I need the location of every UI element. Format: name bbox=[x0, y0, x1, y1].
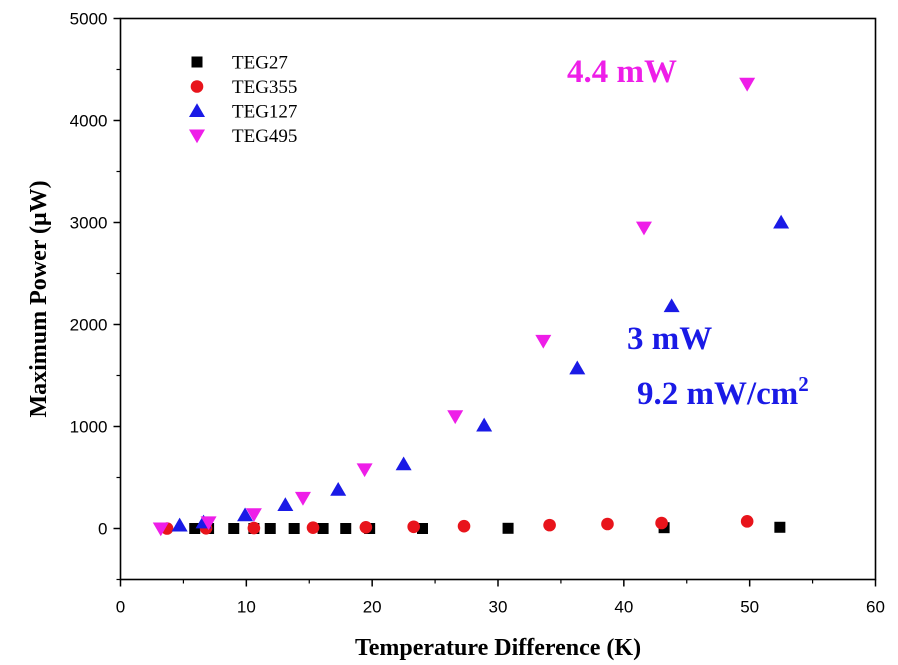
x-tick-label: 60 bbox=[866, 598, 885, 617]
legend-label-teg27: TEG27 bbox=[232, 53, 288, 74]
legend-label-teg127: TEG127 bbox=[232, 102, 297, 123]
data-point-teg127 bbox=[277, 497, 294, 512]
data-point-teg355 bbox=[601, 517, 614, 531]
data-point-teg27 bbox=[774, 521, 786, 533]
x-tick-label: 20 bbox=[363, 598, 382, 617]
data-point-teg127 bbox=[237, 507, 254, 522]
annotation-teg495-power: 4.4 mW bbox=[567, 54, 677, 90]
data-point-teg27 bbox=[264, 523, 276, 534]
y-tick-label: 0 bbox=[98, 520, 107, 539]
data-point-teg27 bbox=[417, 523, 428, 534]
data-point-teg127 bbox=[330, 481, 347, 496]
axis-ticks: 0 10 20 30 40 50 60 0 1000 2000 3000 4000 5000 bbox=[70, 10, 885, 617]
data-point-teg355 bbox=[740, 515, 754, 528]
y-axis-title: Maximum Power (μW) bbox=[26, 180, 52, 417]
data-point-teg355 bbox=[247, 521, 261, 535]
legend-label-teg355: TEG355 bbox=[232, 77, 297, 98]
data-point-teg355 bbox=[543, 518, 556, 532]
x-tick-label: 30 bbox=[489, 598, 508, 617]
x-tick-label: 0 bbox=[116, 598, 125, 617]
data-point-teg495 bbox=[356, 463, 373, 478]
data-point-teg127 bbox=[395, 456, 412, 471]
data-point-teg127 bbox=[663, 298, 680, 313]
legend-marker-teg495 bbox=[189, 129, 205, 144]
data-point-teg127 bbox=[773, 214, 790, 229]
data-point-teg355 bbox=[407, 520, 420, 534]
data-point-teg27 bbox=[502, 522, 514, 534]
data-point-teg355 bbox=[655, 516, 668, 530]
y-tick-label: 5000 bbox=[70, 10, 108, 29]
data-point-teg355 bbox=[457, 519, 471, 533]
data-point-teg127 bbox=[569, 360, 586, 375]
data-point-teg495 bbox=[739, 77, 756, 92]
data-point-teg27 bbox=[340, 523, 352, 534]
legend-marker-teg127 bbox=[189, 103, 205, 117]
legend-marker-teg355 bbox=[190, 80, 204, 93]
data-point-teg355 bbox=[359, 520, 373, 534]
annotation-teg127-power: 3 mW bbox=[627, 321, 712, 357]
data-points bbox=[152, 77, 790, 537]
y-tick-label: 2000 bbox=[70, 316, 108, 335]
data-point-teg495 bbox=[152, 522, 169, 537]
annotation-density-superscript: 2 bbox=[798, 372, 809, 396]
legend: TEG27 TEG355 TEG127 TEG495 bbox=[189, 53, 297, 147]
y-tick-label: 4000 bbox=[70, 112, 108, 131]
x-axis-title: Temperature Difference (K) bbox=[355, 635, 641, 661]
x-tick-label: 40 bbox=[614, 598, 633, 617]
x-tick-label: 10 bbox=[237, 598, 256, 617]
data-point-teg495 bbox=[200, 516, 217, 531]
data-point-teg127 bbox=[171, 517, 188, 532]
annotation-density-text: 9.2 mW/cm bbox=[637, 376, 798, 412]
data-point-teg127 bbox=[476, 417, 493, 432]
legend-label-teg495: TEG495 bbox=[232, 126, 297, 147]
y-tick-label: 3000 bbox=[70, 214, 108, 233]
data-point-teg27 bbox=[228, 523, 240, 534]
legend-marker-teg27 bbox=[191, 56, 203, 68]
data-point-teg495 bbox=[245, 508, 262, 523]
data-point-teg355 bbox=[306, 521, 320, 534]
data-point-teg27 bbox=[189, 523, 201, 534]
data-point-teg495 bbox=[635, 221, 652, 236]
data-point-teg495 bbox=[535, 334, 552, 349]
data-point-teg27 bbox=[317, 523, 329, 534]
data-point-teg27 bbox=[288, 523, 300, 534]
y-tick-label: 1000 bbox=[70, 418, 108, 437]
data-point-teg495 bbox=[294, 491, 311, 506]
annotation-teg127-density: 9.2 mW/cm2 bbox=[637, 372, 809, 412]
x-tick-label: 50 bbox=[740, 598, 759, 617]
data-point-teg495 bbox=[447, 410, 464, 425]
